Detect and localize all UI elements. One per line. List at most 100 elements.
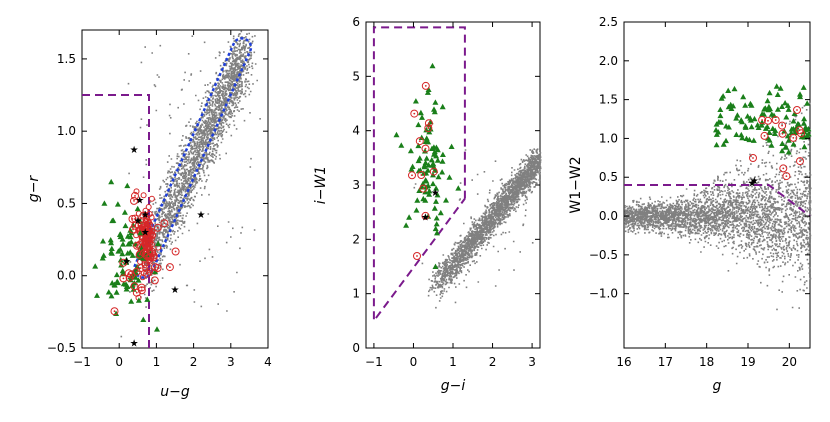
- circle-point: [758, 116, 767, 124]
- triangle-point: [433, 221, 440, 227]
- triangle-point: [419, 114, 425, 120]
- triangle-point: [128, 239, 135, 245]
- panel-2-y-axis-label: i−W1: [313, 166, 329, 204]
- circle-point: [779, 164, 788, 173]
- triangle-point: [765, 103, 772, 110]
- circle-point: [148, 247, 157, 256]
- circle-point-center: [146, 236, 148, 239]
- triangle-point: [725, 87, 732, 93]
- circle-point: [147, 231, 156, 239]
- panel-2-frame: [365, 21, 541, 349]
- circle-point-center: [152, 256, 155, 259]
- triangle-point: [119, 250, 126, 257]
- y-tick-label: 0: [352, 341, 360, 355]
- circle-point: [129, 225, 137, 234]
- circle-point-center: [798, 129, 801, 132]
- circle-point-center: [134, 195, 136, 197]
- triangle-point: [125, 241, 132, 247]
- triangle-point: [761, 111, 767, 117]
- triangle-point: [433, 215, 440, 221]
- triangle-point: [723, 123, 730, 129]
- circle-point-center: [767, 119, 769, 122]
- circle-point: [131, 191, 139, 200]
- circle-point-center: [413, 112, 416, 115]
- circle-point: [424, 124, 433, 133]
- triangle-point: [439, 151, 446, 157]
- triangle-point: [121, 209, 128, 215]
- circle-point: [424, 119, 433, 128]
- star-point: ★: [197, 210, 206, 221]
- panel-1-x-axis-label: u−g: [160, 384, 190, 400]
- triangle-point: [766, 89, 773, 96]
- triangle-point: [417, 109, 424, 116]
- y-tick-label: 2.5: [599, 15, 618, 29]
- triangle-point: [423, 155, 430, 161]
- triangle-point: [744, 113, 751, 119]
- circle-point-center: [146, 228, 149, 231]
- triangle-point: [750, 137, 757, 143]
- triangle-point: [801, 115, 808, 122]
- x-tick-label: 18: [699, 355, 714, 369]
- triangle-point: [755, 124, 762, 130]
- triangle-point: [439, 169, 446, 175]
- circle-point: [417, 171, 426, 179]
- triangle-point: [785, 149, 792, 155]
- triangle-point: [783, 114, 790, 120]
- triangle-point: [137, 230, 144, 236]
- triangle-point: [119, 236, 126, 242]
- triangle-point: [425, 213, 432, 219]
- y-tick-label: −0.5: [47, 341, 76, 355]
- circle-point-center: [151, 234, 153, 236]
- circle-point-center: [142, 214, 145, 217]
- circle-point: [413, 252, 421, 260]
- triangle-point: [426, 188, 433, 194]
- y-tick-label: 2.0: [599, 54, 618, 68]
- triangle-point: [790, 141, 797, 147]
- background-points: [624, 102, 812, 311]
- triangle-point: [790, 118, 797, 124]
- triangle-point: [433, 198, 439, 204]
- triangle-point: [434, 146, 441, 153]
- triangle-point: [122, 222, 129, 229]
- triangle-point: [761, 106, 768, 112]
- triangle-point: [415, 157, 422, 164]
- panel-1-gu-vs-ur: ★★★★★★★★★−1 0 1 2 3 4−0.50.00.51.01.5 u−g g−r: [26, 29, 272, 400]
- triangle-point: [782, 100, 789, 106]
- star-point: ★: [431, 188, 440, 199]
- triangle-point: [108, 250, 115, 256]
- triangle-point: [409, 163, 416, 169]
- y-tick-label: 3: [352, 178, 360, 192]
- star-point: ★: [130, 145, 139, 156]
- triangle-point: [100, 238, 106, 244]
- circle-point-center: [138, 253, 141, 256]
- triangle-point: [415, 121, 422, 128]
- circle-point-center: [796, 109, 798, 111]
- triangle-point: [432, 225, 439, 232]
- triangle-point: [406, 214, 413, 220]
- y-tick-label: 1.5: [599, 93, 618, 107]
- background-points: [413, 148, 542, 309]
- triangle-point: [448, 143, 455, 149]
- x-tick-label: 0: [410, 355, 418, 369]
- triangle-point: [738, 117, 745, 123]
- triangle-point: [748, 123, 755, 130]
- triangle-point: [123, 281, 129, 287]
- triangle-point: [779, 147, 786, 154]
- triangle-point: [728, 105, 735, 111]
- triangle-point: [123, 256, 130, 263]
- triangle-point: [739, 134, 746, 141]
- triangle-point: [434, 192, 441, 198]
- circle-point: [778, 129, 787, 138]
- circle-point: [796, 157, 804, 166]
- circle-point-center: [130, 273, 133, 276]
- star-point: ★: [135, 196, 144, 207]
- circle-point: [143, 225, 152, 234]
- triangle-point: [423, 135, 430, 141]
- triangle-point: [113, 271, 120, 278]
- triangle-point: [740, 93, 747, 100]
- circle-point-center: [169, 266, 171, 268]
- triangle-point: [443, 197, 449, 203]
- circle-point: [795, 126, 804, 135]
- triangle-point: [413, 207, 420, 213]
- triangle-point: [785, 106, 792, 112]
